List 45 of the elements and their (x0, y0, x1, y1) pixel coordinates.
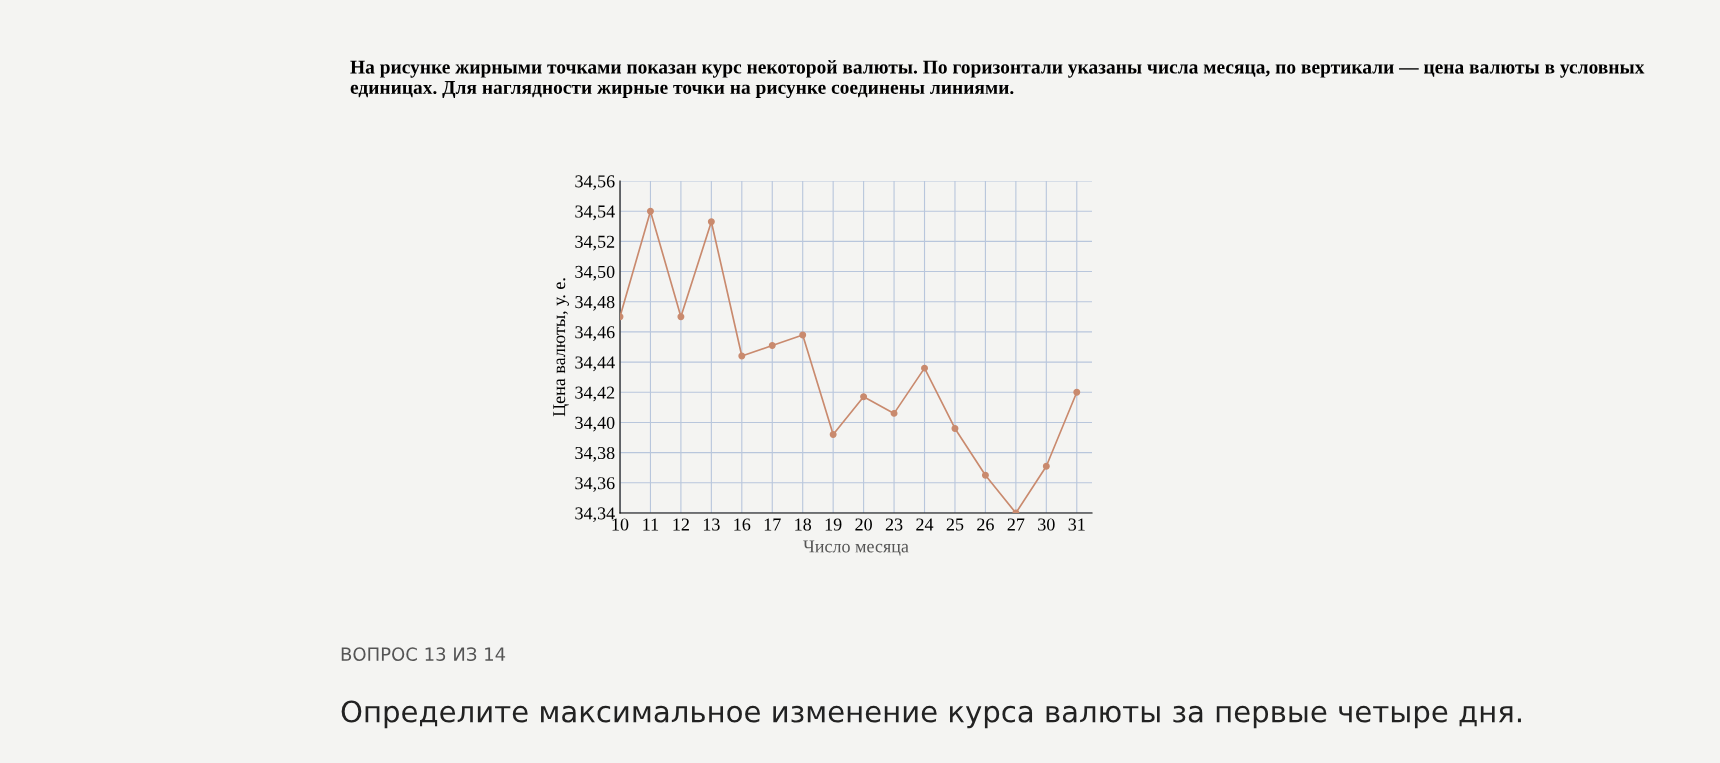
x-tick-label: 24 (916, 518, 934, 531)
y-tick-label: 34,42 (575, 386, 615, 402)
y-tick-label: 34,56 (575, 175, 615, 191)
chart-title: На рисунке жирными точками показан курс некоторой валюты. По горизонтали указаны числа месяца, по вертикали — цена валюты в условных единицах. Для наглядности жирные точки на рисунке соединены линиями. (350, 60, 1645, 99)
x-tick-label: 27 (1007, 518, 1025, 531)
x-tick-label: 25 (946, 518, 964, 531)
point (981, 471, 989, 479)
point (738, 352, 746, 360)
x-tick-label: 16 (734, 518, 751, 531)
point (890, 409, 898, 417)
text: Определите максимальное изменение курса валюты за первые четыре дня. (341, 700, 1521, 729)
y-tick-label: 34,48 (575, 295, 615, 311)
point (1042, 462, 1050, 470)
point (921, 364, 928, 372)
y-tick-label: 34,54 (575, 205, 615, 221)
x-tick-label: 20 (855, 518, 872, 531)
point (707, 218, 715, 226)
x-tick-label: 12 (673, 518, 689, 531)
point (829, 431, 837, 439)
x-tick-label: 17 (764, 518, 781, 531)
x-tick-label: 19 (825, 518, 842, 531)
y-tick-label: 34,40 (575, 416, 615, 432)
point (799, 331, 807, 339)
y-tick-label: 34,50 (575, 265, 615, 281)
point (646, 207, 654, 215)
point (1073, 388, 1081, 396)
x-tick-label: 18 (795, 518, 812, 531)
y-tick-label: 34,52 (575, 235, 615, 251)
y-tick-label: 34,46 (575, 326, 615, 341)
point (677, 313, 685, 321)
y-axis-title: Цена валюты, у. е. (553, 278, 569, 417)
y-tick-label: 34,44 (575, 356, 615, 372)
x-tick-label: 23 (885, 518, 903, 531)
x-axis-title: Число месяца (803, 540, 909, 556)
x-tick-label: 13 (703, 518, 720, 531)
text: ВОПРОС 13 ИЗ 14 (341, 647, 506, 661)
point (951, 425, 959, 432)
y-tick-label: 34,38 (575, 446, 615, 462)
x-tick-label: 31 (1068, 518, 1085, 531)
point (860, 393, 868, 401)
x-tick-label: 26 (977, 518, 994, 531)
y-tick-label: 34,36 (575, 477, 615, 492)
x-tick-label: 30 (1038, 518, 1055, 531)
x-tick-label: 11 (643, 518, 659, 531)
point (768, 342, 776, 349)
